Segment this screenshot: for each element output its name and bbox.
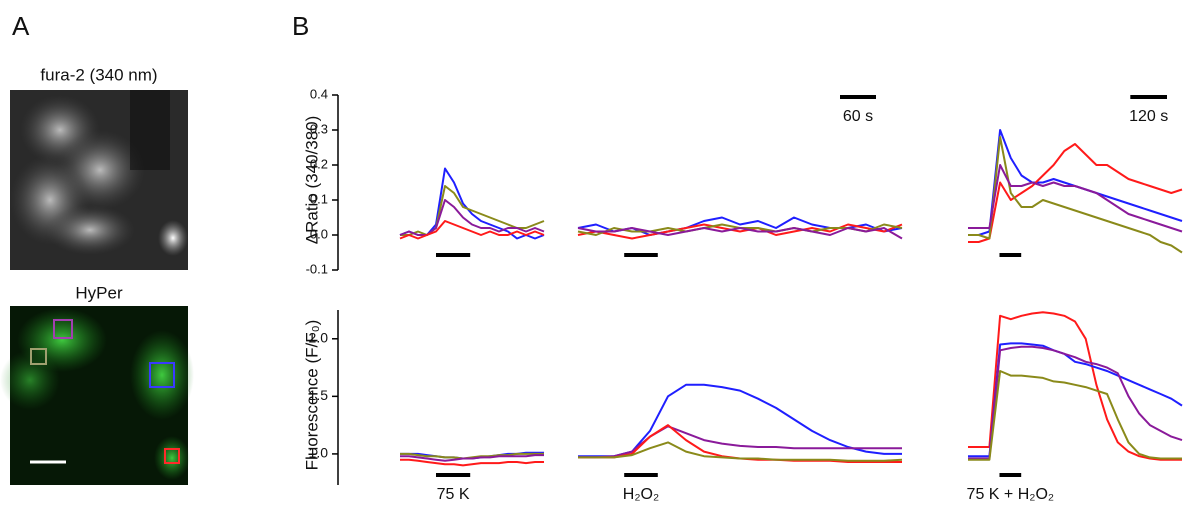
trace [968, 345, 1183, 460]
y-tick-label: 0.1 [310, 191, 328, 206]
trace [400, 185, 545, 236]
trace [577, 223, 903, 240]
trace [399, 199, 545, 236]
scale-bar-label: 120 s [1129, 108, 1168, 125]
trace [968, 370, 1182, 461]
trace [578, 441, 903, 462]
trace [577, 227, 903, 240]
trace [968, 311, 1182, 461]
y-tick-label: 0.2 [310, 156, 328, 171]
trace [968, 342, 1183, 458]
y-tick-label: 0.3 [310, 121, 328, 136]
hyper-image [0, 306, 194, 485]
trace [400, 458, 544, 467]
scale-bar-label: 60 s [843, 108, 873, 125]
trace [578, 425, 902, 459]
y-tick-label: 0.0 [310, 226, 328, 241]
y-tick-label: 0.4 [310, 86, 328, 101]
image-title: fura-2 (340 nm) [40, 65, 157, 84]
trace [400, 452, 544, 460]
panel-label: A [12, 11, 30, 41]
y-tick-label: 1.0 [309, 445, 329, 461]
stimulus-label: 75 K + H₂O₂ [967, 486, 1055, 503]
trace [400, 454, 544, 462]
y-tick-label: 1.5 [309, 387, 329, 403]
fura-image [10, 90, 188, 270]
y-axis-label: Fluorescence (F/F₀) [302, 320, 321, 471]
panel-label: B [292, 11, 309, 41]
y-tick-label: -0.1 [306, 261, 328, 276]
trace [968, 143, 1183, 243]
y-tick-label: 2.0 [309, 329, 329, 345]
image-title: HyPer [75, 283, 123, 302]
trace [399, 220, 545, 240]
trace [968, 136, 1183, 254]
stimulus-label: H₂O₂ [623, 486, 659, 503]
trace [968, 164, 1183, 233]
stimulus-label: 75 K [437, 486, 470, 503]
y-axis-label: ΔRatio (340/380) [302, 116, 321, 245]
